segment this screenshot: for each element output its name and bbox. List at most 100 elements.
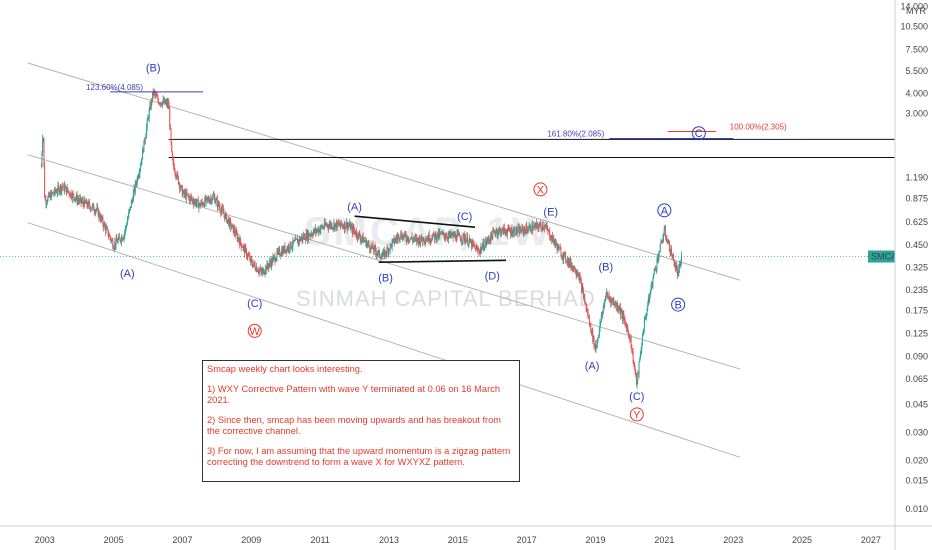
candle-body bbox=[300, 237, 302, 239]
candle-body bbox=[667, 241, 669, 243]
candle-body bbox=[347, 225, 349, 229]
candle-body bbox=[359, 237, 361, 241]
candle-body bbox=[216, 199, 218, 200]
wave-label: (A) bbox=[347, 202, 362, 214]
candle-body bbox=[622, 314, 624, 320]
candle-body bbox=[223, 213, 225, 215]
channel-lower bbox=[27, 222, 741, 458]
candle-body bbox=[602, 306, 604, 312]
candle-body bbox=[103, 223, 105, 228]
candle-body bbox=[77, 199, 79, 203]
candle-body bbox=[524, 230, 526, 234]
candle-body bbox=[396, 238, 398, 240]
candle-body bbox=[415, 237, 417, 239]
candle-body bbox=[295, 238, 297, 240]
candle-body bbox=[47, 196, 49, 202]
candle-body bbox=[121, 236, 123, 241]
candle-body bbox=[469, 238, 471, 243]
candle-body bbox=[192, 199, 194, 202]
candle-body bbox=[414, 237, 416, 240]
candle-body bbox=[517, 227, 519, 232]
candle-body bbox=[645, 316, 647, 317]
candle-body bbox=[191, 197, 193, 200]
candle-body bbox=[545, 226, 547, 228]
candle-body bbox=[93, 204, 95, 211]
candle-body bbox=[659, 251, 661, 254]
candle-body bbox=[563, 253, 565, 260]
candle-body bbox=[277, 250, 279, 253]
candle-body bbox=[338, 223, 340, 225]
candle-body bbox=[502, 227, 504, 229]
candle-body bbox=[544, 226, 546, 229]
candle-body bbox=[455, 239, 457, 241]
candle-body bbox=[184, 192, 186, 195]
candle-body bbox=[425, 239, 427, 243]
candle-body bbox=[651, 282, 653, 289]
candle-body bbox=[53, 193, 55, 195]
candle-body bbox=[191, 199, 193, 201]
candle-body bbox=[106, 227, 108, 229]
wave-circle bbox=[533, 182, 548, 197]
candle-body bbox=[204, 198, 206, 202]
candle-body bbox=[643, 329, 645, 335]
candle-body bbox=[100, 216, 102, 221]
candle-body bbox=[44, 164, 46, 198]
candle-body bbox=[457, 232, 459, 234]
candle-body bbox=[620, 307, 622, 315]
candle-body bbox=[426, 239, 428, 241]
candle-body bbox=[188, 196, 190, 198]
candle-body bbox=[527, 230, 529, 233]
candle-body bbox=[137, 176, 139, 179]
candle-body bbox=[216, 199, 218, 207]
wave-label: (C) bbox=[629, 391, 644, 403]
candle-body bbox=[389, 244, 391, 251]
candle-body bbox=[398, 238, 400, 240]
candle-body bbox=[77, 199, 79, 201]
x-tick-label: 2011 bbox=[310, 535, 329, 545]
y-tick-label: 1.190 bbox=[905, 172, 928, 182]
candle-body bbox=[586, 310, 588, 312]
candle-body bbox=[397, 234, 399, 237]
candle-body bbox=[273, 256, 275, 257]
wave-label: (A) bbox=[120, 268, 135, 280]
candle-body bbox=[337, 221, 339, 224]
candle-body bbox=[556, 245, 558, 251]
candle-body bbox=[537, 227, 539, 229]
candle-body bbox=[522, 227, 524, 233]
wave-label: (E) bbox=[543, 206, 558, 218]
candle-body bbox=[320, 225, 322, 227]
candle-body bbox=[187, 194, 189, 197]
candle-body bbox=[273, 256, 275, 258]
candle-body bbox=[210, 198, 212, 200]
candle-body bbox=[203, 204, 205, 207]
candle-body bbox=[624, 319, 626, 324]
candle-body bbox=[132, 193, 134, 202]
candle-body bbox=[214, 196, 216, 203]
candle-body bbox=[285, 249, 287, 253]
candle-body bbox=[296, 239, 298, 240]
candle-body bbox=[148, 117, 150, 119]
candle-body bbox=[481, 246, 483, 251]
candle-body bbox=[391, 241, 393, 248]
candle-body bbox=[531, 224, 533, 233]
candle-body bbox=[461, 240, 463, 242]
candle-body bbox=[331, 224, 333, 229]
candle-body bbox=[420, 241, 422, 244]
candle-body bbox=[288, 245, 290, 250]
wave-label: (C) bbox=[247, 298, 262, 310]
candle-body bbox=[653, 269, 655, 274]
candle-body bbox=[433, 232, 435, 235]
candle-body bbox=[354, 231, 356, 234]
candle-body bbox=[367, 243, 369, 245]
candle-body bbox=[206, 197, 208, 199]
candle-body bbox=[446, 236, 448, 238]
candle-body bbox=[76, 195, 78, 203]
candle-body bbox=[128, 209, 130, 213]
candle-body bbox=[649, 294, 651, 302]
candle-body bbox=[382, 252, 384, 257]
candle-body bbox=[617, 304, 619, 310]
candle-body bbox=[401, 237, 403, 240]
candle-body bbox=[481, 247, 483, 251]
candle-body bbox=[107, 227, 109, 230]
